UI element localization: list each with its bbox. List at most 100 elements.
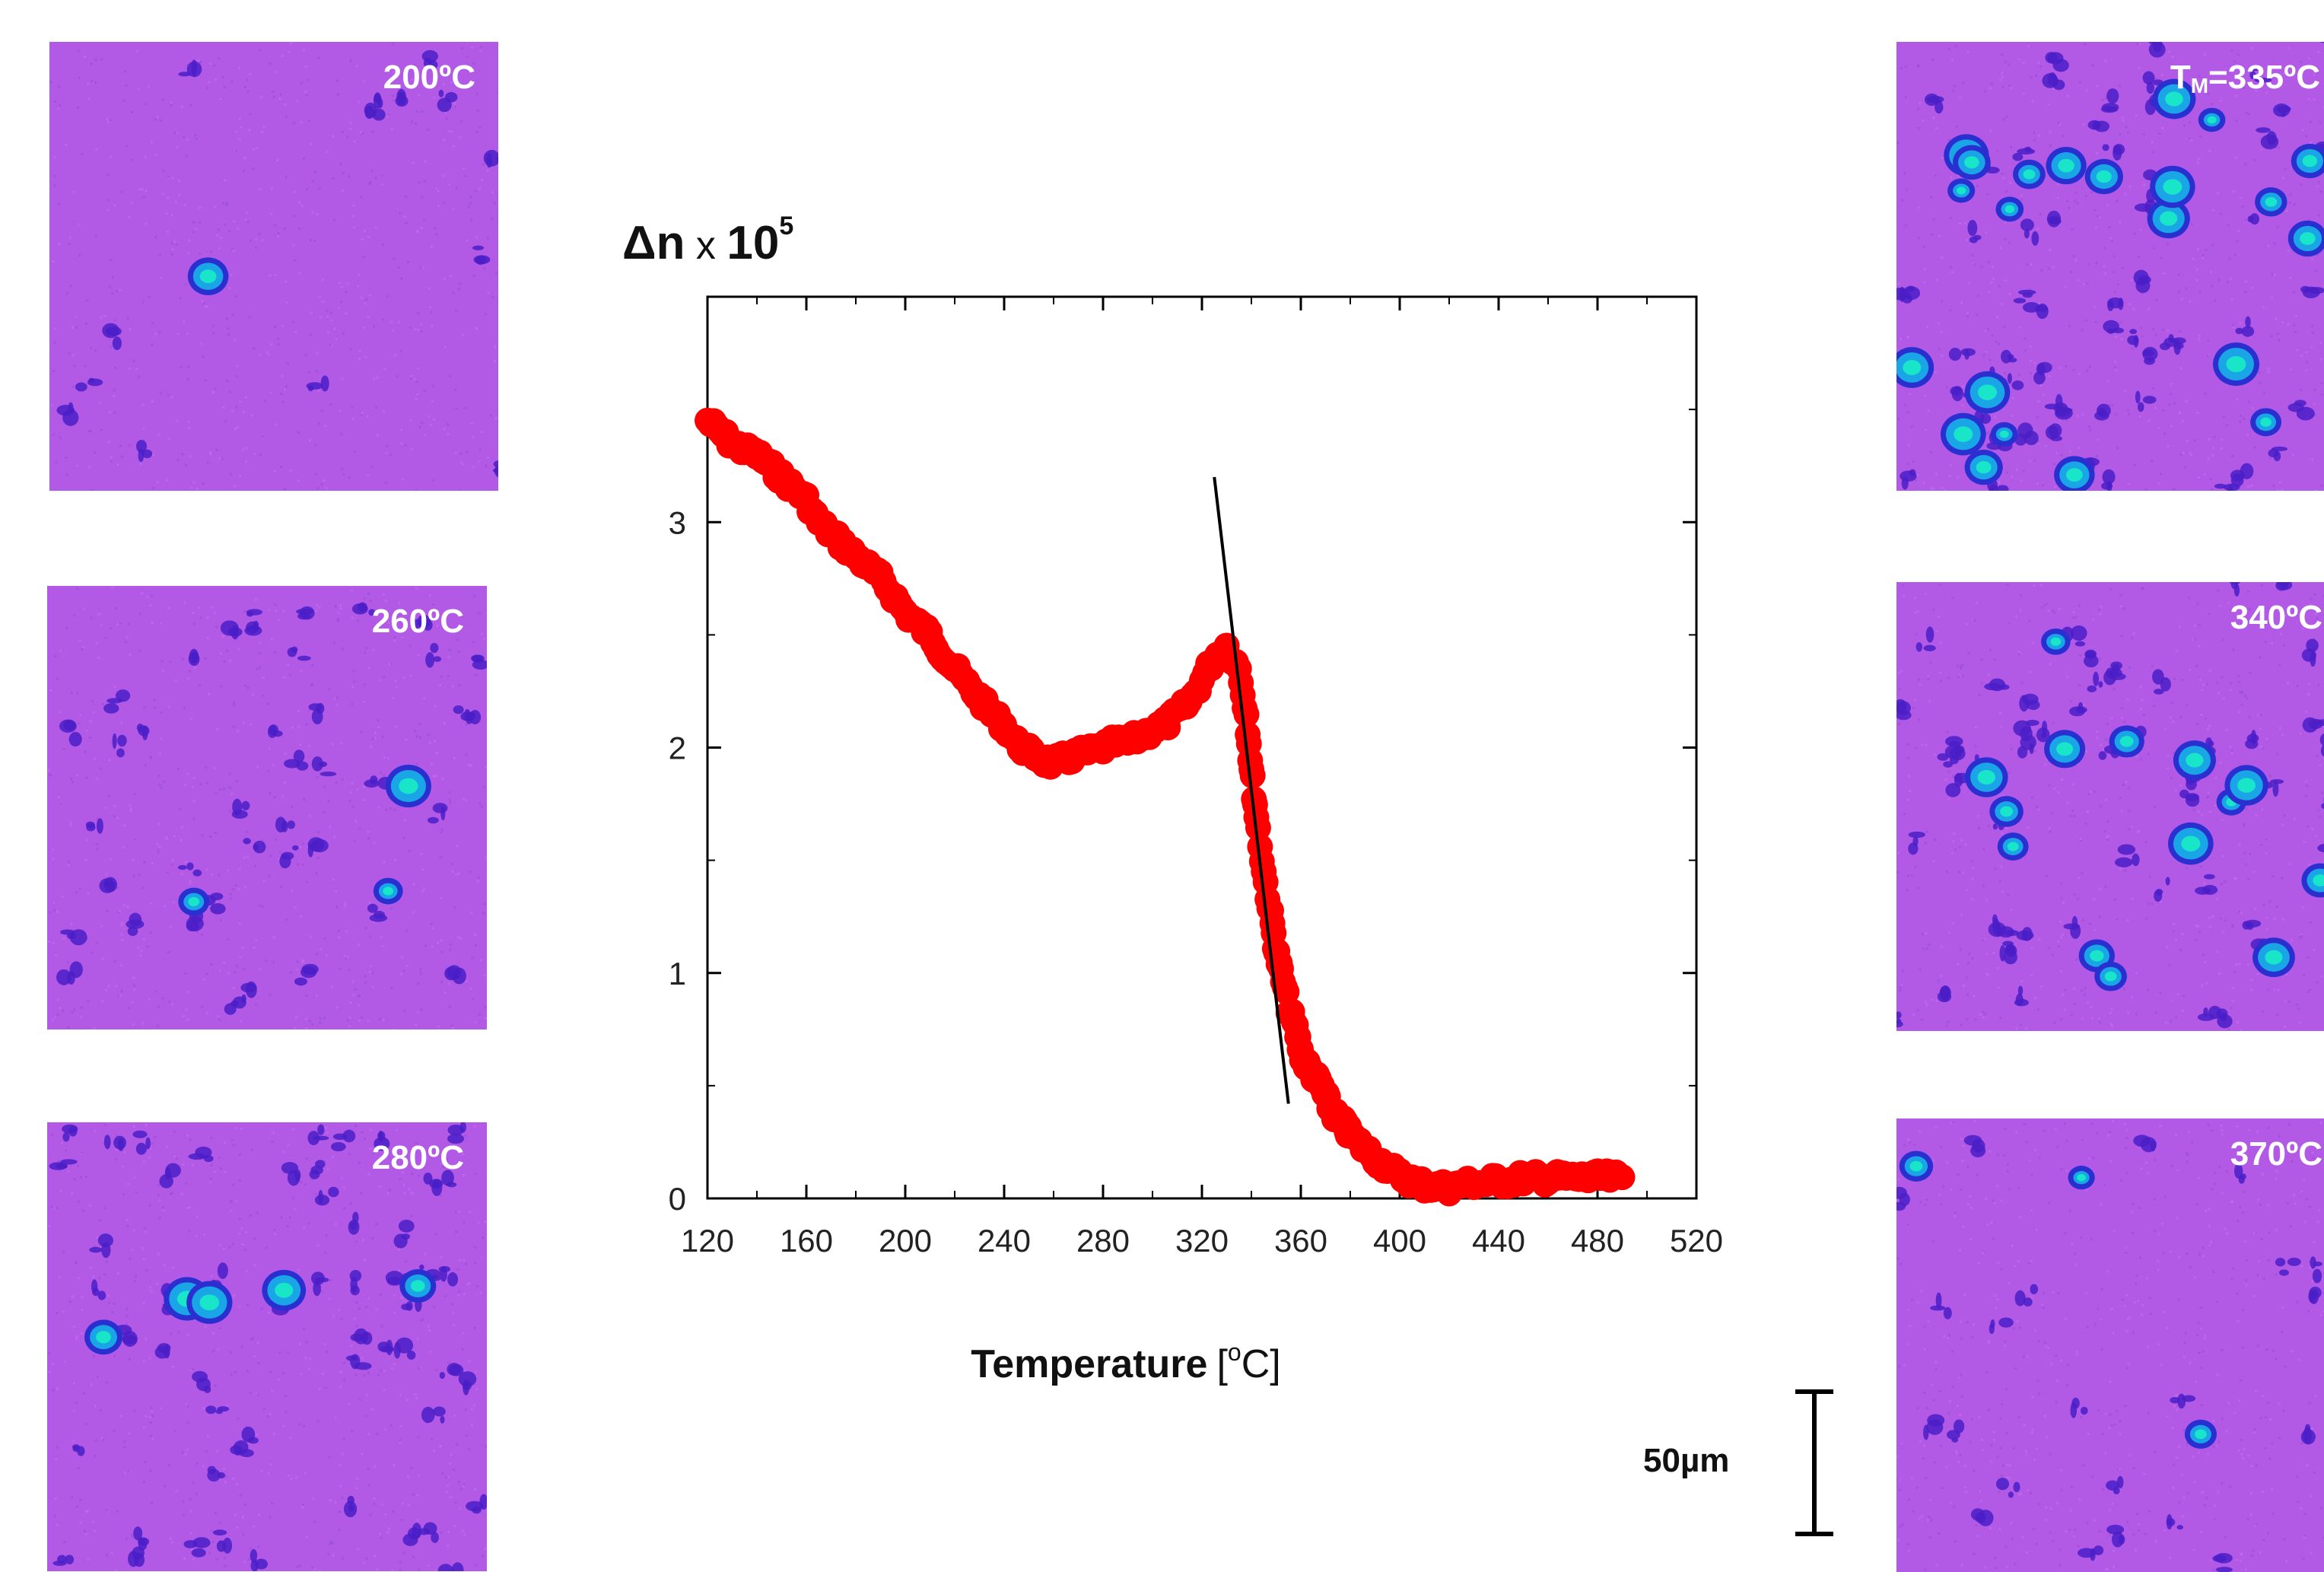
particle [116, 748, 125, 758]
speckle [184, 861, 187, 864]
speckle [84, 364, 87, 368]
speckle [192, 1558, 195, 1561]
particle [348, 1219, 360, 1235]
speckle [383, 773, 386, 776]
speckle [278, 851, 281, 854]
speckle [2217, 1491, 2220, 1494]
speckle [332, 177, 335, 180]
speckle [2143, 183, 2146, 186]
speckle [175, 243, 178, 246]
speckle [2244, 218, 2247, 221]
speckle [200, 342, 203, 345]
speckle [2226, 281, 2229, 284]
speckle [214, 831, 217, 834]
speckle [2102, 748, 2105, 751]
speckle [493, 345, 496, 348]
speckle [2075, 958, 2078, 961]
speckle [2212, 1271, 2215, 1274]
speckle [2265, 737, 2268, 740]
speckle [2227, 1402, 2230, 1405]
speckle [308, 1357, 311, 1360]
speckle [271, 638, 274, 641]
speckle [2068, 1528, 2071, 1531]
speckle [2186, 704, 2189, 707]
speckle [99, 401, 102, 404]
particle [2025, 720, 2039, 726]
speckle [475, 673, 478, 676]
speckle [405, 1399, 409, 1402]
speckle [2250, 1465, 2253, 1468]
speckle [405, 738, 408, 741]
speckle [297, 725, 300, 728]
speckle [418, 181, 421, 184]
speckle [2319, 190, 2322, 193]
speckle [1932, 487, 1935, 490]
speckle [2095, 262, 2098, 265]
speckle [149, 756, 152, 759]
particle [396, 88, 406, 106]
speckle [256, 1433, 259, 1436]
speckle [2025, 1551, 2028, 1554]
speckle [92, 1520, 95, 1523]
speckle [2195, 1380, 2198, 1383]
speckle [1959, 1453, 1962, 1456]
particle [2205, 737, 2212, 747]
speckle [2010, 87, 2013, 90]
speckle [2026, 1355, 2029, 1358]
speckle [2020, 194, 2023, 197]
speckle [2151, 141, 2154, 144]
speckle [2253, 1427, 2256, 1430]
speckle [2074, 259, 2078, 262]
speckle [2235, 119, 2238, 123]
speckle [1959, 1249, 1962, 1252]
speckle [305, 1157, 308, 1160]
speckle [2200, 714, 2203, 717]
speckle [2201, 689, 2204, 692]
speckle [383, 410, 386, 413]
speckle [455, 1230, 458, 1233]
speckle [2231, 1200, 2234, 1203]
speckle [447, 1484, 450, 1487]
speckle [355, 1301, 358, 1304]
speckle [2109, 237, 2113, 240]
speckle [2308, 683, 2311, 686]
speckle [454, 1211, 457, 1214]
particle [311, 756, 323, 772]
speckle [183, 320, 186, 323]
speckle [341, 648, 344, 651]
speckle [2141, 335, 2144, 338]
particle [220, 620, 239, 636]
speckle [1945, 1465, 1948, 1469]
particle [2049, 423, 2062, 438]
speckle [145, 155, 148, 158]
speckle [1937, 979, 1940, 982]
speckle [357, 619, 360, 622]
speckle [167, 196, 170, 199]
speckle [73, 613, 76, 616]
speckle [2245, 1568, 2248, 1571]
speckle [243, 1504, 246, 1507]
speckle [256, 765, 259, 768]
speckle [476, 109, 479, 112]
speckle [2167, 754, 2170, 757]
speckle [2300, 1507, 2303, 1510]
speckle [2020, 1492, 2023, 1495]
speckle [343, 1361, 346, 1364]
speckle [239, 1020, 242, 1023]
speckle [2074, 192, 2078, 195]
speckle [56, 1523, 59, 1526]
speckle [81, 1296, 84, 1299]
speckle [2278, 1437, 2281, 1440]
speckle [385, 600, 388, 603]
speckle [2256, 1157, 2259, 1160]
speckle [107, 120, 110, 123]
speckle [122, 99, 126, 102]
speckle [1897, 722, 1900, 725]
speckle [266, 702, 269, 705]
speckle [314, 994, 317, 998]
speckle [453, 1525, 456, 1528]
speckle [201, 1005, 204, 1008]
particle [192, 651, 198, 661]
speckle [72, 1440, 75, 1443]
speckle [132, 1535, 135, 1539]
